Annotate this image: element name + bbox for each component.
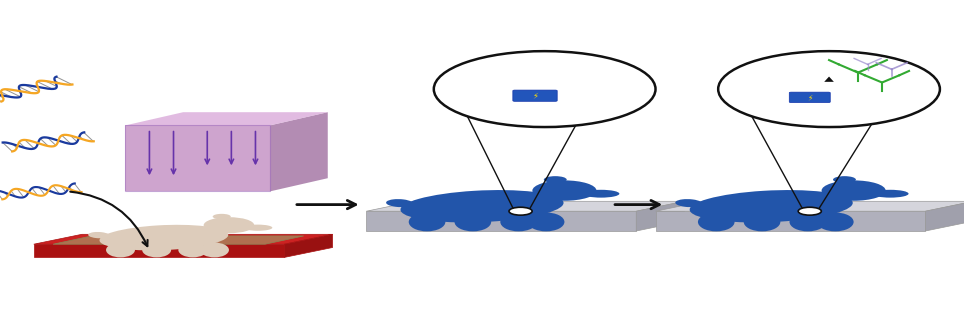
- Polygon shape: [366, 211, 636, 231]
- Ellipse shape: [544, 176, 567, 183]
- Ellipse shape: [689, 190, 853, 222]
- Ellipse shape: [871, 190, 909, 198]
- Polygon shape: [125, 125, 270, 191]
- Ellipse shape: [88, 232, 110, 238]
- Text: ⚡: ⚡: [532, 91, 538, 100]
- Ellipse shape: [821, 181, 886, 201]
- Ellipse shape: [178, 243, 207, 257]
- Ellipse shape: [143, 243, 172, 257]
- Circle shape: [434, 51, 656, 127]
- Ellipse shape: [532, 181, 597, 201]
- Ellipse shape: [833, 176, 856, 183]
- Polygon shape: [824, 77, 834, 82]
- Ellipse shape: [528, 213, 565, 231]
- Ellipse shape: [698, 213, 735, 231]
- Polygon shape: [34, 234, 333, 244]
- Polygon shape: [125, 112, 328, 125]
- Ellipse shape: [243, 225, 272, 231]
- Text: ⚡: ⚡: [807, 93, 813, 102]
- Ellipse shape: [106, 243, 135, 257]
- Circle shape: [509, 207, 532, 215]
- Ellipse shape: [676, 199, 702, 207]
- Ellipse shape: [213, 214, 230, 219]
- Polygon shape: [34, 244, 284, 257]
- Ellipse shape: [817, 213, 854, 231]
- FancyBboxPatch shape: [513, 90, 557, 101]
- Ellipse shape: [744, 213, 781, 231]
- Ellipse shape: [201, 243, 229, 257]
- Polygon shape: [656, 211, 925, 231]
- Ellipse shape: [500, 213, 537, 231]
- Polygon shape: [125, 125, 270, 191]
- Ellipse shape: [582, 190, 619, 198]
- Circle shape: [798, 207, 821, 215]
- Polygon shape: [284, 234, 333, 257]
- Circle shape: [718, 51, 940, 127]
- Ellipse shape: [387, 199, 413, 207]
- Polygon shape: [925, 201, 964, 231]
- Ellipse shape: [790, 213, 826, 231]
- Ellipse shape: [455, 213, 491, 231]
- Polygon shape: [636, 201, 684, 231]
- Polygon shape: [366, 201, 684, 211]
- Polygon shape: [270, 112, 328, 191]
- Ellipse shape: [409, 213, 445, 231]
- Polygon shape: [53, 236, 304, 244]
- Ellipse shape: [203, 217, 254, 233]
- FancyBboxPatch shape: [790, 92, 830, 103]
- Ellipse shape: [99, 225, 228, 250]
- Ellipse shape: [400, 190, 564, 222]
- Polygon shape: [656, 201, 964, 211]
